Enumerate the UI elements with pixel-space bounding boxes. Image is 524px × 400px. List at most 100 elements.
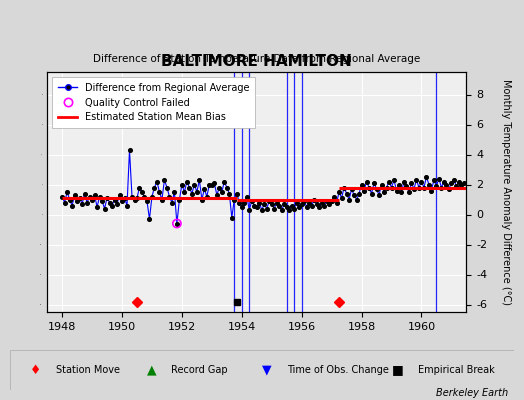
Point <box>282 204 291 210</box>
Point <box>101 205 109 212</box>
Point <box>80 190 89 197</box>
Point <box>188 190 196 197</box>
Point <box>148 193 156 200</box>
Point <box>460 180 468 186</box>
Point <box>240 199 248 206</box>
Point <box>115 192 124 198</box>
Point <box>180 189 189 195</box>
Point <box>373 186 381 192</box>
Point <box>288 202 296 209</box>
Point <box>320 202 329 209</box>
Point <box>285 207 293 213</box>
Point <box>60 199 69 206</box>
Point <box>255 199 264 206</box>
Point <box>355 190 363 197</box>
Point <box>203 193 211 200</box>
Point <box>410 186 418 192</box>
Point <box>340 184 348 191</box>
Point <box>263 205 271 212</box>
Point <box>121 195 129 201</box>
Point <box>195 177 203 183</box>
Point <box>220 178 228 185</box>
Point <box>422 174 431 180</box>
Point <box>168 199 176 206</box>
Point <box>332 199 341 206</box>
Point <box>312 201 321 207</box>
Point <box>58 193 67 200</box>
Point <box>342 190 351 197</box>
Point <box>85 193 94 200</box>
Point <box>457 181 465 188</box>
Point <box>98 198 106 204</box>
Point <box>440 178 448 185</box>
Point <box>335 189 343 195</box>
Text: Difference of Station Temperature Data from Regional Average: Difference of Station Temperature Data f… <box>93 54 420 64</box>
Point <box>200 186 209 192</box>
Point <box>430 177 438 183</box>
Point <box>73 198 81 204</box>
Point <box>395 181 403 188</box>
Point <box>247 198 256 204</box>
Point <box>375 192 383 198</box>
Point <box>243 193 251 200</box>
Point <box>170 189 179 195</box>
Point <box>165 193 173 200</box>
Text: ▲: ▲ <box>147 364 156 376</box>
Point <box>318 199 326 206</box>
Point <box>210 180 219 186</box>
Point <box>447 180 455 186</box>
Point <box>337 195 346 201</box>
Point <box>103 195 111 201</box>
Point <box>95 193 104 200</box>
Point <box>233 190 241 197</box>
Point <box>183 178 191 185</box>
Point <box>78 201 86 207</box>
Point <box>237 204 246 210</box>
Point <box>123 202 131 209</box>
Point <box>125 147 134 153</box>
Point <box>407 180 416 186</box>
Point <box>322 198 331 204</box>
Point <box>425 181 433 188</box>
Point <box>111 196 119 203</box>
Point <box>412 177 421 183</box>
Point <box>270 205 278 212</box>
Point <box>68 202 77 209</box>
Point <box>292 199 301 206</box>
Text: ▼: ▼ <box>262 364 272 376</box>
Point <box>150 184 159 191</box>
Point <box>138 189 146 195</box>
Point <box>265 198 274 204</box>
Point <box>198 196 206 203</box>
Point <box>135 184 144 191</box>
Point <box>178 181 186 188</box>
Text: Berkeley Earth: Berkeley Earth <box>436 388 508 398</box>
Point <box>352 196 361 203</box>
Text: Time of Obs. Change: Time of Obs. Change <box>287 365 389 375</box>
Point <box>93 204 101 210</box>
Point <box>432 183 441 189</box>
Point <box>130 196 139 203</box>
Point <box>392 187 401 194</box>
Point <box>402 183 411 189</box>
Point <box>227 214 236 221</box>
Point <box>63 189 71 195</box>
Point <box>108 202 116 209</box>
Point <box>357 181 366 188</box>
Point <box>390 177 398 183</box>
Point <box>300 198 308 204</box>
Point <box>347 186 356 192</box>
Point <box>308 202 316 209</box>
Point <box>213 192 221 198</box>
Point <box>70 192 79 198</box>
Point <box>400 178 408 185</box>
Point <box>173 220 181 227</box>
Point <box>275 202 283 209</box>
Point <box>190 181 199 188</box>
Point <box>305 199 313 206</box>
Point <box>163 184 171 191</box>
Point <box>328 198 336 204</box>
Point <box>88 196 96 203</box>
Point <box>445 186 453 192</box>
Point <box>452 183 461 189</box>
